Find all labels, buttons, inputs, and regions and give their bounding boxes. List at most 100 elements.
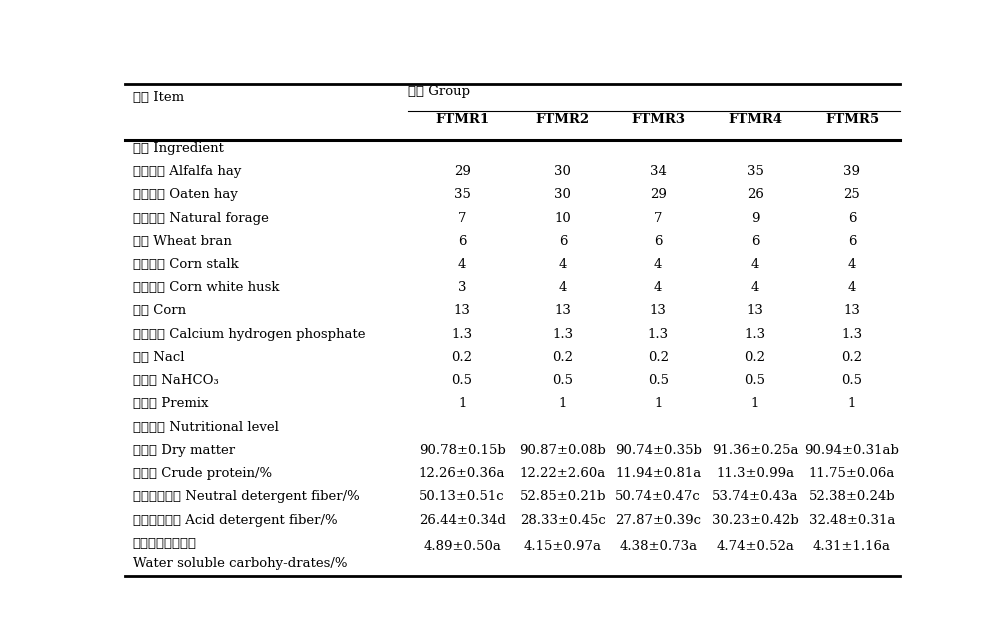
Text: 麸皮 Wheat bran: 麸皮 Wheat bran bbox=[133, 235, 232, 248]
Text: 13: 13 bbox=[844, 304, 860, 317]
Text: 小苏打 NaHCO₃: 小苏打 NaHCO₃ bbox=[133, 374, 218, 387]
Text: 4.31±1.16a: 4.31±1.16a bbox=[813, 540, 891, 553]
Text: 0.5: 0.5 bbox=[648, 374, 669, 387]
Text: 6: 6 bbox=[654, 235, 662, 248]
Text: 3: 3 bbox=[458, 281, 466, 294]
Text: 35: 35 bbox=[454, 188, 471, 201]
Text: 营养水平 Nutritional level: 营养水平 Nutritional level bbox=[133, 421, 279, 433]
Text: 0.2: 0.2 bbox=[452, 351, 473, 364]
Text: 34: 34 bbox=[650, 165, 667, 178]
Text: 4: 4 bbox=[559, 258, 567, 271]
Text: 4.38±0.73a: 4.38±0.73a bbox=[619, 540, 697, 553]
Text: 1.3: 1.3 bbox=[552, 327, 573, 341]
Text: 27.87±0.39c: 27.87±0.39c bbox=[615, 514, 701, 526]
Text: 11.3±0.99a: 11.3±0.99a bbox=[716, 467, 794, 480]
Text: 30.23±0.42b: 30.23±0.42b bbox=[712, 514, 798, 526]
Text: 50.74±0.47c: 50.74±0.47c bbox=[615, 490, 701, 503]
Text: 90.94±0.31ab: 90.94±0.31ab bbox=[805, 444, 899, 457]
Text: 90.78±0.15b: 90.78±0.15b bbox=[419, 444, 506, 457]
Text: 7: 7 bbox=[654, 211, 662, 225]
Text: 组别 Group: 组别 Group bbox=[408, 85, 470, 98]
Text: 1: 1 bbox=[458, 397, 466, 410]
Text: 9: 9 bbox=[751, 211, 759, 225]
Text: 4: 4 bbox=[559, 281, 567, 294]
Text: 玉米 Corn: 玉米 Corn bbox=[133, 304, 186, 317]
Text: 酸性洗涤纤维 Acid detergent fiber/%: 酸性洗涤纤维 Acid detergent fiber/% bbox=[133, 514, 337, 526]
Text: 0.2: 0.2 bbox=[648, 351, 669, 364]
Text: 53.74±0.43a: 53.74±0.43a bbox=[712, 490, 798, 503]
Text: 30: 30 bbox=[554, 188, 571, 201]
Text: 天然牧草 Natural forage: 天然牧草 Natural forage bbox=[133, 211, 269, 225]
Text: 1.3: 1.3 bbox=[452, 327, 473, 341]
Text: 11.75±0.06a: 11.75±0.06a bbox=[809, 467, 895, 480]
Text: 6: 6 bbox=[751, 235, 759, 248]
Text: 52.38±0.24b: 52.38±0.24b bbox=[809, 490, 895, 503]
Text: 10: 10 bbox=[554, 211, 571, 225]
Text: 1.3: 1.3 bbox=[745, 327, 766, 341]
Text: 91.36±0.25a: 91.36±0.25a bbox=[712, 444, 798, 457]
Text: FTMR1: FTMR1 bbox=[435, 112, 489, 126]
Text: 13: 13 bbox=[650, 304, 667, 317]
Text: 预混料 Premix: 预混料 Premix bbox=[133, 397, 208, 410]
Text: 食盐 Nacl: 食盐 Nacl bbox=[133, 351, 184, 364]
Text: 90.74±0.35b: 90.74±0.35b bbox=[615, 444, 702, 457]
Text: 0.5: 0.5 bbox=[452, 374, 473, 387]
Text: FTMR4: FTMR4 bbox=[728, 112, 782, 126]
Text: 30: 30 bbox=[554, 165, 571, 178]
Text: 4: 4 bbox=[458, 258, 466, 271]
Text: 0.5: 0.5 bbox=[745, 374, 766, 387]
Text: 项目 Item: 项目 Item bbox=[133, 91, 184, 104]
Text: 29: 29 bbox=[454, 165, 471, 178]
Text: 0.5: 0.5 bbox=[841, 374, 862, 387]
Text: 6: 6 bbox=[848, 211, 856, 225]
Text: 1: 1 bbox=[848, 397, 856, 410]
Text: 35: 35 bbox=[747, 165, 764, 178]
Text: 1.3: 1.3 bbox=[648, 327, 669, 341]
Text: 6: 6 bbox=[458, 235, 466, 248]
Text: 1.3: 1.3 bbox=[841, 327, 863, 341]
Text: 32.48±0.31a: 32.48±0.31a bbox=[809, 514, 895, 526]
Text: 11.94±0.81a: 11.94±0.81a bbox=[615, 467, 701, 480]
Text: 4.89±0.50a: 4.89±0.50a bbox=[423, 540, 501, 553]
Text: 玉米秸秆 Corn stalk: 玉米秸秆 Corn stalk bbox=[133, 258, 239, 271]
Text: 0.2: 0.2 bbox=[552, 351, 573, 364]
Text: 13: 13 bbox=[747, 304, 764, 317]
Text: 6: 6 bbox=[559, 235, 567, 248]
Text: 干物质 Dry matter: 干物质 Dry matter bbox=[133, 444, 235, 457]
Text: 4: 4 bbox=[848, 258, 856, 271]
Text: 4: 4 bbox=[654, 281, 662, 294]
Text: FTMR3: FTMR3 bbox=[631, 112, 685, 126]
Text: 28.33±0.45c: 28.33±0.45c bbox=[520, 514, 606, 526]
Text: 4: 4 bbox=[751, 258, 759, 271]
Text: 中性洗涤纤维 Neutral detergent fiber/%: 中性洗涤纤维 Neutral detergent fiber/% bbox=[133, 490, 360, 503]
Text: 燕麦干草 Oaten hay: 燕麦干草 Oaten hay bbox=[133, 188, 238, 201]
Text: 12.22±2.60a: 12.22±2.60a bbox=[520, 467, 606, 480]
Text: 原料 Ingredient: 原料 Ingredient bbox=[133, 142, 224, 155]
Text: 52.85±0.21b: 52.85±0.21b bbox=[520, 490, 606, 503]
Text: 4.15±0.97a: 4.15±0.97a bbox=[524, 540, 602, 553]
Text: 可溶性碳水化合物: 可溶性碳水化合物 bbox=[133, 537, 197, 550]
Text: 4.74±0.52a: 4.74±0.52a bbox=[716, 540, 794, 553]
Text: 4: 4 bbox=[848, 281, 856, 294]
Text: 4: 4 bbox=[751, 281, 759, 294]
Text: 磷酸氢钙 Calcium hydrogen phosphate: 磷酸氢钙 Calcium hydrogen phosphate bbox=[133, 327, 365, 341]
Text: 29: 29 bbox=[650, 188, 667, 201]
Text: 26: 26 bbox=[747, 188, 764, 201]
Text: 粗蛋白 Crude protein/%: 粗蛋白 Crude protein/% bbox=[133, 467, 272, 480]
Text: 50.13±0.51c: 50.13±0.51c bbox=[419, 490, 505, 503]
Text: 12.26±0.36a: 12.26±0.36a bbox=[419, 467, 505, 480]
Text: Water soluble carbohy-drates/%: Water soluble carbohy-drates/% bbox=[133, 557, 347, 569]
Text: 玉米白皮 Corn white husk: 玉米白皮 Corn white husk bbox=[133, 281, 279, 294]
Text: 0.5: 0.5 bbox=[552, 374, 573, 387]
Text: 7: 7 bbox=[458, 211, 466, 225]
Text: 4: 4 bbox=[654, 258, 662, 271]
Text: 25: 25 bbox=[844, 188, 860, 201]
Text: FTMR5: FTMR5 bbox=[825, 112, 879, 126]
Text: FTMR2: FTMR2 bbox=[536, 112, 590, 126]
Text: 13: 13 bbox=[554, 304, 571, 317]
Text: 26.44±0.34d: 26.44±0.34d bbox=[419, 514, 506, 526]
Text: 6: 6 bbox=[848, 235, 856, 248]
Text: 90.87±0.08b: 90.87±0.08b bbox=[520, 444, 606, 457]
Text: 1: 1 bbox=[654, 397, 662, 410]
Text: 0.2: 0.2 bbox=[745, 351, 766, 364]
